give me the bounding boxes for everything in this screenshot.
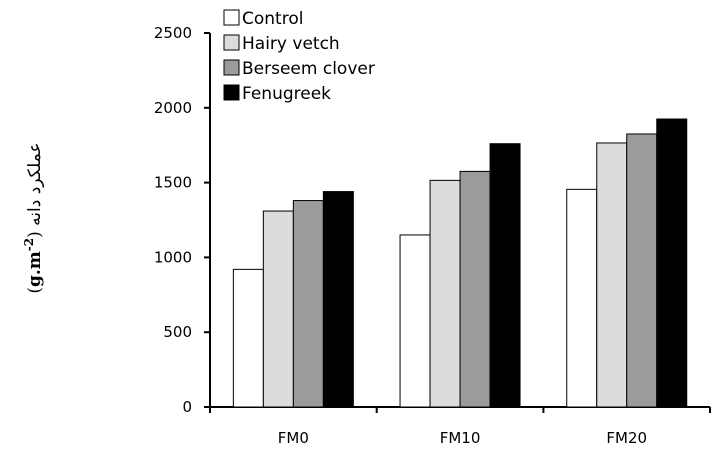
legend-label: Hairy vetch [242, 34, 340, 54]
legend-label: Fenugreek [242, 84, 331, 104]
legend-swatch [223, 9, 240, 26]
bar-control-fm0 [232, 268, 264, 408]
legend-label: Control [242, 9, 303, 29]
bar-fenugreek-fm10 [489, 143, 521, 408]
y-tick-label: 0 [182, 398, 192, 416]
x-tick-label: FM0 [278, 429, 309, 447]
legend-swatch [223, 84, 240, 101]
bar-berseem-clover-fm20 [626, 133, 658, 408]
bar-hairy-vetch-fm10 [429, 179, 461, 408]
bar-fenugreek-fm20 [656, 118, 688, 408]
bar-berseem-clover-fm10 [459, 170, 491, 408]
legend-swatch [223, 34, 240, 51]
y-tick-label: 500 [163, 323, 192, 341]
y-axis-title-part: ) [25, 226, 45, 238]
x-tick-label: FM10 [440, 429, 481, 447]
legend-swatch [223, 59, 240, 76]
bar-fenugreek-fm0 [322, 191, 354, 408]
bar-berseem-clover-fm0 [292, 200, 324, 408]
legend: Control Hairy vetch Berseem clover Fenugree… [223, 9, 375, 104]
bar-hairy-vetch-fm0 [262, 210, 294, 408]
y-tick-label: 1500 [154, 174, 192, 192]
x-tick-label: FM20 [606, 429, 647, 447]
y-axis-title: (g.m-2) عملکرد دانه [22, 142, 45, 293]
plot-area: 0 500 1000 1500 2000 2500 FM0 FM10 FM20 [154, 24, 711, 447]
y-axis-title-part: g.m [25, 251, 45, 287]
y-tick-label: 2000 [154, 99, 192, 117]
bar-hairy-vetch-fm20 [596, 142, 628, 408]
bar-control-fm10 [399, 234, 431, 408]
y-tick-label: 2500 [154, 24, 192, 42]
y-axis-label: (g.m-2) عملکرد دانه [22, 142, 45, 293]
y-axis-title-part: -2 [22, 238, 36, 251]
legend-label: Berseem clover [242, 59, 375, 79]
bar-control-fm20 [566, 188, 598, 408]
y-tick-label: 1000 [154, 248, 192, 266]
y-axis-title-part: عملکرد دانه [25, 142, 45, 225]
y-axis-title-part: ( [25, 287, 45, 294]
